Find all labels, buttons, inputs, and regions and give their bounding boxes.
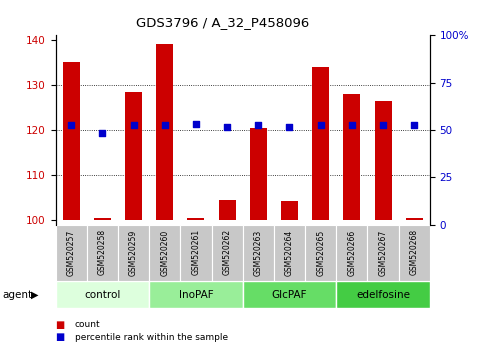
Point [129,122,137,128]
Text: GSM520262: GSM520262 [223,229,232,275]
Point [285,124,293,130]
Bar [87,225,118,281]
Point [161,122,169,128]
Text: GDS3796 / A_32_P458096: GDS3796 / A_32_P458096 [136,16,309,29]
Text: ■: ■ [56,320,65,330]
Bar [336,281,430,308]
Point [192,121,200,127]
Bar [398,225,430,281]
Point [255,122,262,128]
Point [99,130,106,136]
Text: agent: agent [2,290,32,300]
Text: InoPAF: InoPAF [179,290,213,300]
Text: GSM520259: GSM520259 [129,229,138,275]
Text: GSM520265: GSM520265 [316,229,325,275]
Bar [56,281,149,308]
Bar [250,128,267,220]
Point [411,122,418,128]
Bar [281,201,298,220]
Point [223,124,231,130]
Text: GSM520261: GSM520261 [191,229,200,275]
Bar [149,225,180,281]
Text: GSM520263: GSM520263 [254,229,263,275]
Bar [305,225,336,281]
Text: GSM520267: GSM520267 [379,229,387,275]
Bar [94,218,111,220]
Text: ■: ■ [56,332,65,342]
Bar [180,225,212,281]
Text: GSM520264: GSM520264 [285,229,294,275]
Bar [368,225,398,281]
Bar [242,225,274,281]
Bar [343,94,360,220]
Bar [218,200,236,220]
Bar [274,225,305,281]
Point [67,122,75,128]
Point [317,122,325,128]
Bar [242,281,336,308]
Bar [374,101,392,220]
Bar [406,218,423,220]
Bar [118,225,149,281]
Text: control: control [84,290,121,300]
Bar [125,92,142,220]
Text: GlcPAF: GlcPAF [272,290,307,300]
Text: GSM520268: GSM520268 [410,229,419,275]
Text: GSM520257: GSM520257 [67,229,76,275]
Point [348,122,356,128]
Point [379,122,387,128]
Text: GSM520258: GSM520258 [98,229,107,275]
Bar [56,225,87,281]
Bar [312,67,329,220]
Text: GSM520260: GSM520260 [160,229,169,275]
Text: edelfosine: edelfosine [356,290,410,300]
Bar [156,44,173,220]
Bar [187,218,204,220]
Bar [212,225,242,281]
Bar [63,62,80,220]
Bar [336,225,368,281]
Text: ▶: ▶ [31,290,39,300]
Text: percentile rank within the sample: percentile rank within the sample [75,332,228,342]
Text: count: count [75,320,100,330]
Text: GSM520266: GSM520266 [347,229,356,275]
Bar [149,281,242,308]
